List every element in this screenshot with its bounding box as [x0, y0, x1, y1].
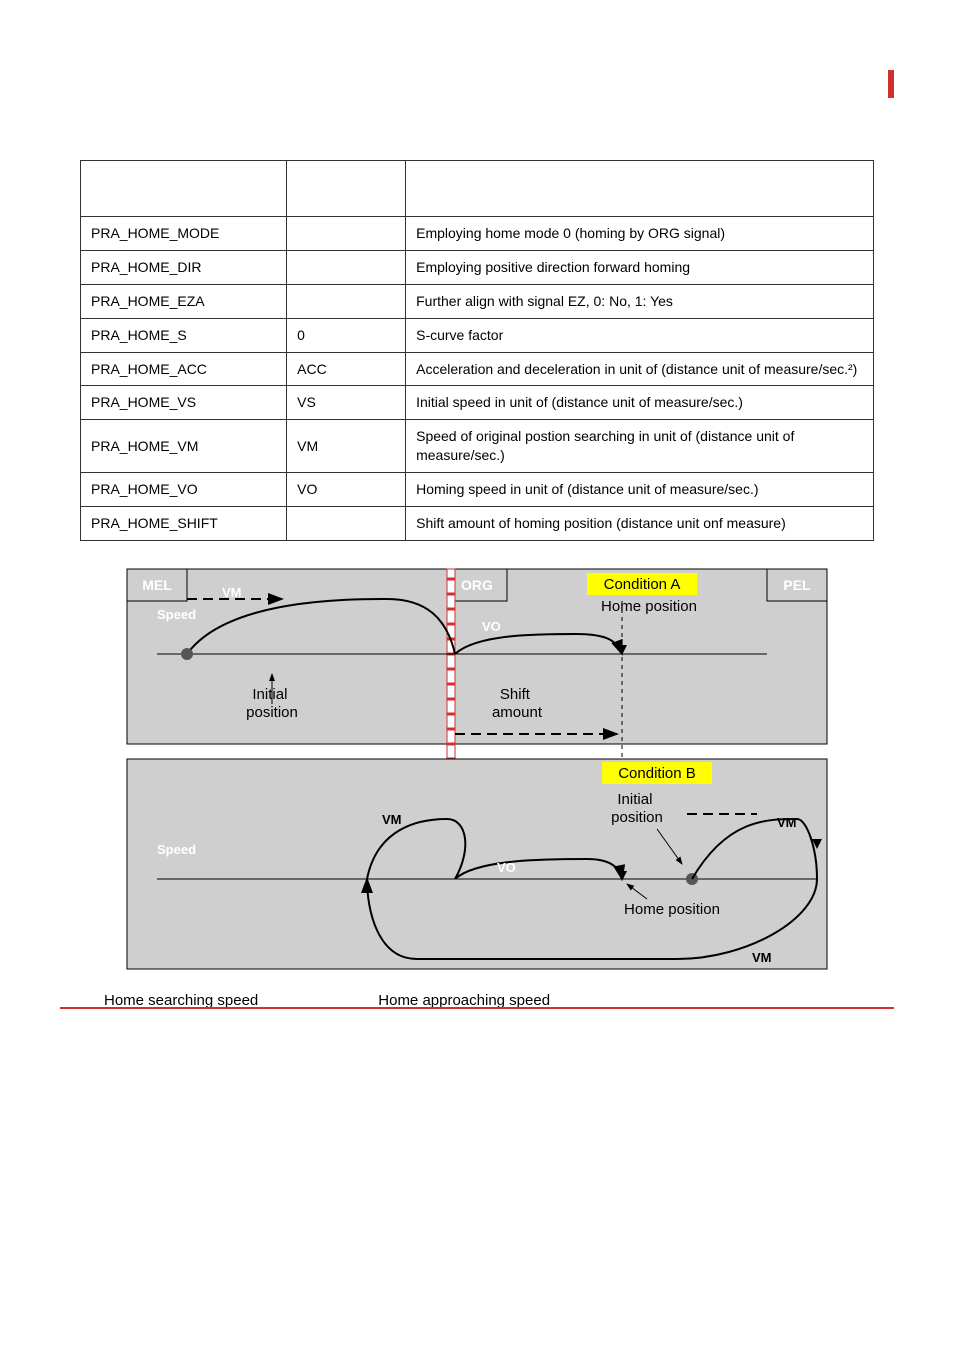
svg-text:Initial position: Initial position — [611, 791, 663, 826]
cell-value — [287, 284, 406, 318]
homing-diagram-svg: MEL PEL ORG Speed Conditio — [117, 559, 837, 979]
vm-label-b1: VM — [777, 815, 797, 830]
cell-param: PRA_HOME_ACC — [81, 352, 287, 386]
table-row: PRA_HOME_DIR Employing positive directio… — [81, 250, 874, 284]
svg-text:Initial position: Initial position — [246, 686, 298, 721]
initial-position-a-1: Initial — [252, 686, 287, 703]
footer-rule — [60, 1007, 894, 1009]
cell-param: PRA_HOME_S — [81, 318, 287, 352]
condition-a-label: Condition A — [604, 576, 681, 593]
cell-value — [287, 250, 406, 284]
table-header-row — [81, 161, 874, 217]
cell-param: PRA_HOME_SHIFT — [81, 507, 287, 541]
cell-desc: Initial speed in unit of (distance unit … — [406, 386, 874, 420]
table-row: PRA_HOME_ACC ACC Acceleration and decele… — [81, 352, 874, 386]
table-row: PRA_HOME_S 0 S-curve factor — [81, 318, 874, 352]
cell-desc: Employing home mode 0 (homing by ORG sig… — [406, 217, 874, 251]
cell-value: 0 — [287, 318, 406, 352]
cell-desc: Employing positive direction forward hom… — [406, 250, 874, 284]
speed-label-a: Speed — [157, 607, 196, 622]
cell-param: PRA_HOME_DIR — [81, 250, 287, 284]
cell-desc: Homing speed in unit of (distance unit o… — [406, 473, 874, 507]
cell-desc: Speed of original postion searching in u… — [406, 420, 874, 473]
vm-label-b3: VM — [382, 812, 402, 827]
home-position-a: Home position — [601, 598, 697, 615]
cell-param: PRA_HOME_VO — [81, 473, 287, 507]
header-accent — [888, 70, 894, 98]
initial-position-b-2: position — [611, 809, 663, 826]
table-row: PRA_HOME_VM VM Speed of original postion… — [81, 420, 874, 473]
vo-label-b: VO — [497, 860, 516, 875]
cell-value: VM — [287, 420, 406, 473]
mel-label: MEL — [142, 577, 172, 593]
pel-label: PEL — [783, 577, 811, 593]
table-row: PRA_HOME_VO VO Homing speed in unit of (… — [81, 473, 874, 507]
org-label: ORG — [461, 577, 493, 593]
initial-position-a-2: position — [246, 704, 298, 721]
cell-param: PRA_HOME_VM — [81, 420, 287, 473]
cell-value: VO — [287, 473, 406, 507]
table-row: PRA_HOME_EZA Further align with signal E… — [81, 284, 874, 318]
vm-label-a: VM — [222, 585, 242, 600]
shift-amount-1: Shift — [500, 686, 531, 703]
parameters-table: PRA_HOME_MODE Employing home mode 0 (hom… — [80, 160, 874, 541]
column-header-param — [81, 161, 287, 217]
cell-value — [287, 507, 406, 541]
column-header-value — [287, 161, 406, 217]
cell-desc: Shift amount of homing position (distanc… — [406, 507, 874, 541]
table-row: PRA_HOME_VS VS Initial speed in unit of … — [81, 386, 874, 420]
homing-diagram: MEL PEL ORG Speed Conditio — [117, 559, 837, 984]
cell-desc: Acceleration and deceleration in unit of… — [406, 352, 874, 386]
initial-position-b-1: Initial — [617, 791, 652, 808]
cell-value — [287, 217, 406, 251]
table-row: PRA_HOME_MODE Employing home mode 0 (hom… — [81, 217, 874, 251]
cell-param: PRA_HOME_VS — [81, 386, 287, 420]
table-row: PRA_HOME_SHIFT Shift amount of homing po… — [81, 507, 874, 541]
vo-label-a: VO — [482, 619, 501, 634]
cell-desc: S-curve factor — [406, 318, 874, 352]
condition-b-label: Condition B — [618, 765, 696, 782]
vm-label-b2: VM — [752, 950, 772, 965]
shift-amount-2: amount — [492, 704, 543, 721]
speed-label-b: Speed — [157, 842, 196, 857]
column-header-desc — [406, 161, 874, 217]
cell-value: VS — [287, 386, 406, 420]
cell-desc: Further align with signal EZ, 0: No, 1: … — [406, 284, 874, 318]
cell-value: ACC — [287, 352, 406, 386]
cell-param: PRA_HOME_EZA — [81, 284, 287, 318]
home-position-b: Home position — [624, 901, 720, 918]
cell-param: PRA_HOME_MODE — [81, 217, 287, 251]
